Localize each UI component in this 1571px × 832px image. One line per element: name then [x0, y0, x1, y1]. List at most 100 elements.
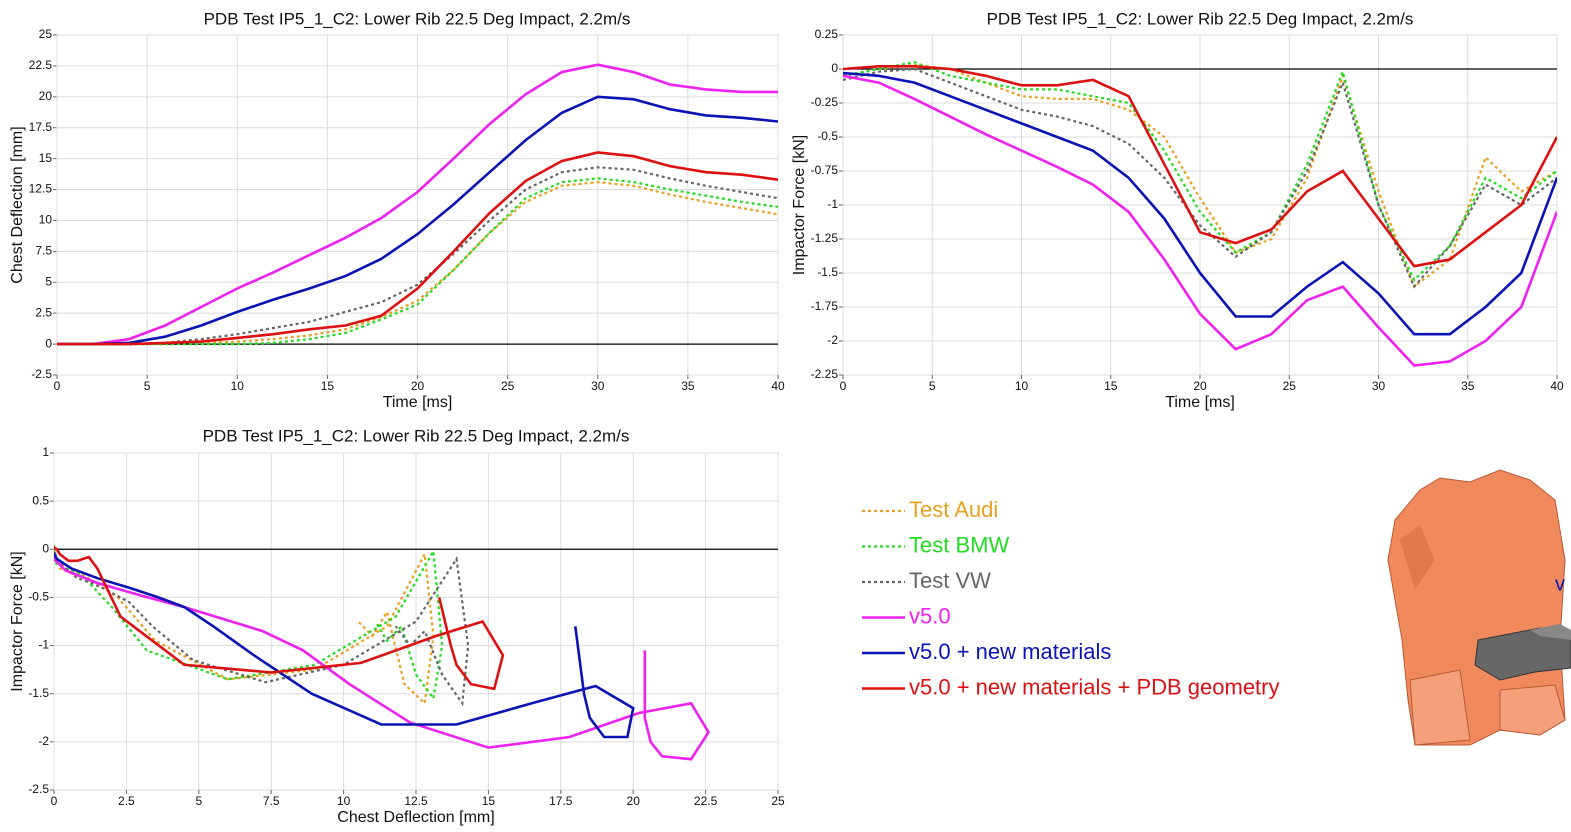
x-tick-label: 0: [840, 379, 847, 393]
x-axis-label: Chest Deflection [mm]: [337, 809, 494, 826]
y-tick-label: -2.25: [811, 367, 839, 381]
y-tick-label: 0: [831, 61, 838, 75]
x-tick-label: 30: [1372, 379, 1386, 393]
y-tick-label: 0: [42, 541, 49, 555]
y-tick-label: -0.25: [811, 95, 839, 109]
x-tick-label: 25: [501, 379, 515, 393]
x-tick-label: 30: [591, 379, 605, 393]
series-line: [57, 95, 778, 346]
x-tick-label: 35: [681, 379, 695, 393]
y-tick-label: 12.5: [29, 182, 53, 196]
y-tick-label: -2.5: [31, 367, 52, 381]
x-tick-label: 12.5: [404, 794, 428, 808]
series-line: [843, 67, 1557, 289]
series-line: [57, 151, 778, 346]
series-line: [54, 552, 635, 739]
chart-title: PDB Test IP5_1_C2: Lower Rib 22.5 Deg Im…: [987, 9, 1414, 28]
legend-label: v5.0 + new materials + PDB geometry: [909, 674, 1280, 699]
y-tick-label: -1.75: [811, 299, 839, 313]
y-tick-label: -0.5: [817, 129, 838, 143]
y-tick-label: 0.5: [32, 493, 49, 507]
series-line: [57, 63, 778, 346]
legend-label: Test BMW: [909, 532, 1009, 557]
x-tick-label: 40: [1550, 379, 1564, 393]
series-line: [843, 65, 1557, 268]
dummy-image: v: [1387, 469, 1571, 746]
y-tick-label: 7.5: [35, 244, 52, 258]
y-tick-label: -0.5: [28, 590, 49, 604]
x-axis-label: Time [ms]: [383, 394, 453, 411]
y-tick-label: 17.5: [29, 120, 53, 134]
x-tick-label: 35: [1461, 379, 1475, 393]
legend-label: v5.0: [909, 603, 951, 628]
leg-right: [1499, 684, 1566, 736]
x-tick-label: 20: [411, 379, 425, 393]
x-tick-label: 20: [627, 794, 641, 808]
x-tick-label: 0: [51, 794, 58, 808]
legend: Test Audi Test BMW Test VW v5.0 v5.0 + new m…: [862, 497, 1280, 699]
x-tick-label: 2.5: [118, 794, 135, 808]
x-tick-label: 10: [337, 794, 351, 808]
y-tick-label: -1.5: [817, 265, 838, 279]
y-axis-label: Impactor Force [kN]: [791, 135, 808, 275]
x-tick-label: 40: [771, 379, 785, 393]
y-tick-label: -1: [38, 638, 49, 652]
x-tick-label: 5: [929, 379, 936, 393]
series-line: [54, 545, 505, 691]
series-line: [843, 63, 1557, 289]
y-tick-label: 2.5: [35, 305, 52, 319]
torso-shade: [1400, 525, 1435, 590]
series-line: [843, 71, 1557, 336]
x-tick-label: 25: [1283, 379, 1297, 393]
legend-label: Test VW: [909, 568, 991, 593]
y-tick-label: 0.25: [815, 27, 839, 41]
x-tick-label: 25: [771, 794, 785, 808]
series-line: [843, 61, 1557, 282]
y-tick-label: 1: [42, 445, 49, 459]
y-tick-label: -1: [827, 197, 838, 211]
x-tick-label: 20: [1193, 379, 1207, 393]
series-line: [54, 544, 444, 702]
chart: -2.5-2-1.5-1-0.500.510 2.5 5 7.5 10 12.5 15 17.…: [9, 426, 785, 826]
x-axis-label: Time [ms]: [1165, 394, 1235, 411]
x-tick-label: 15: [1104, 379, 1118, 393]
legend-label: v5.0 + new materials: [909, 639, 1111, 664]
x-tick-label: 7.5: [263, 794, 280, 808]
y-tick-label: 10: [39, 213, 53, 227]
x-tick-label: 5: [195, 794, 202, 808]
y-tick-label: -2.5: [28, 782, 49, 796]
y-tick-label: -1.25: [811, 231, 839, 245]
series-line: [54, 548, 470, 707]
legend-label: Test Audi: [909, 497, 998, 522]
leg-left: [1409, 669, 1471, 746]
chart-title: PDB Test IP5_1_C2: Lower Rib 22.5 Deg Im…: [204, 9, 631, 28]
x-tick-label: 22.5: [694, 794, 718, 808]
y-tick-label: 5: [45, 274, 52, 288]
y-tick-label: 20: [39, 89, 53, 103]
y-tick-label: 0: [45, 336, 52, 350]
chart: -2.25 -2 -1.75 -1.5 -1.25 -1 -0.75 -0.5 -0.25 0 0.…: [791, 9, 1564, 411]
series-line: [54, 554, 711, 761]
x-tick-label: 17.5: [549, 794, 573, 808]
y-tick-label: 22.5: [29, 58, 53, 72]
impactor-top: [1530, 624, 1571, 640]
x-tick-label: 10: [231, 379, 245, 393]
series-line: [57, 177, 778, 346]
y-tick-label: -2: [38, 734, 49, 748]
y-tick-label: 15: [39, 151, 53, 165]
x-tick-label: 15: [482, 794, 496, 808]
x-tick-label: 10: [1015, 379, 1029, 393]
y-tick-label: -1.5: [28, 686, 49, 700]
y-axis-label: Chest Deflection [mm]: [9, 126, 26, 283]
series-line: [843, 74, 1557, 367]
y-tick-label: -2: [827, 333, 838, 347]
x-tick-label: 15: [321, 379, 335, 393]
x-tick-label: 0: [54, 379, 61, 393]
y-axis-label: Impactor Force [kN]: [9, 551, 26, 691]
x-tick-label: 5: [144, 379, 151, 393]
y-tick-label: -0.75: [811, 163, 839, 177]
y-tick-label: 25: [39, 27, 53, 41]
figure-label: v: [1555, 573, 1565, 595]
